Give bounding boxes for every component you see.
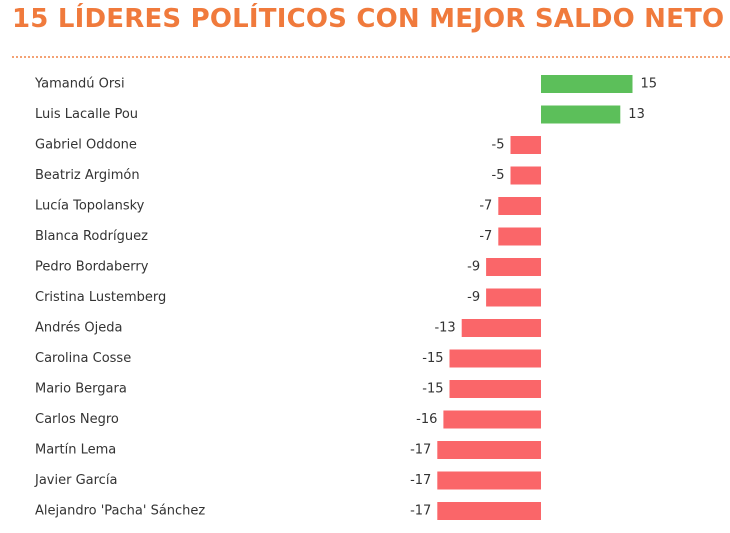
- bar-negative: [443, 410, 541, 429]
- data-label: -17: [410, 443, 431, 458]
- category-label: Lucía Topolansky: [35, 199, 145, 214]
- data-label: -7: [479, 229, 492, 244]
- page-title: 15 LÍDERES POLÍTICOS CON MEJOR SALDO NET…: [12, 4, 725, 34]
- bar-negative: [486, 258, 541, 276]
- category-label: Mario Bergara: [35, 382, 127, 397]
- bar-negative: [449, 349, 541, 368]
- data-label: -9: [467, 290, 480, 305]
- category-label: Martín Lema: [35, 443, 116, 458]
- category-label: Javier García: [34, 473, 117, 488]
- title-divider: [12, 56, 730, 58]
- data-label: -16: [416, 412, 437, 427]
- category-label: Yamandú Orsi: [34, 77, 125, 92]
- bar-negative: [510, 136, 541, 154]
- bar-negative: [498, 227, 541, 246]
- category-label: Beatriz Argimón: [35, 168, 140, 183]
- bar-positive: [541, 75, 633, 93]
- category-label: Alejandro 'Pacha' Sánchez: [35, 504, 205, 519]
- data-label: 15: [641, 77, 658, 92]
- bar-negative: [437, 471, 541, 490]
- bar-positive: [541, 105, 621, 124]
- bar-negative: [486, 288, 541, 307]
- category-label: Gabriel Oddone: [35, 138, 137, 153]
- data-label: -9: [467, 260, 480, 275]
- data-label: -17: [410, 473, 431, 488]
- bar-negative: [461, 319, 541, 337]
- bar-negative: [437, 441, 541, 459]
- data-label: -15: [422, 351, 443, 366]
- category-label: Carolina Cosse: [35, 351, 131, 366]
- category-label: Carlos Negro: [35, 412, 119, 427]
- category-label: Andrés Ojeda: [35, 321, 122, 336]
- data-label: -5: [492, 138, 505, 153]
- category-label: Luis Lacalle Pou: [35, 107, 138, 122]
- bar-negative: [437, 502, 541, 520]
- category-label: Pedro Bordaberry: [35, 260, 149, 275]
- category-label: Cristina Lustemberg: [35, 290, 166, 305]
- bar-negative: [498, 197, 541, 215]
- data-label: -15: [422, 382, 443, 397]
- data-label: -17: [410, 504, 431, 519]
- data-label: -7: [479, 199, 492, 214]
- data-label: 13: [628, 107, 645, 122]
- data-label: -5: [492, 168, 505, 183]
- bar-negative: [510, 166, 541, 185]
- bar-negative: [449, 380, 541, 398]
- data-label: -13: [434, 321, 455, 336]
- category-label: Blanca Rodríguez: [35, 229, 148, 244]
